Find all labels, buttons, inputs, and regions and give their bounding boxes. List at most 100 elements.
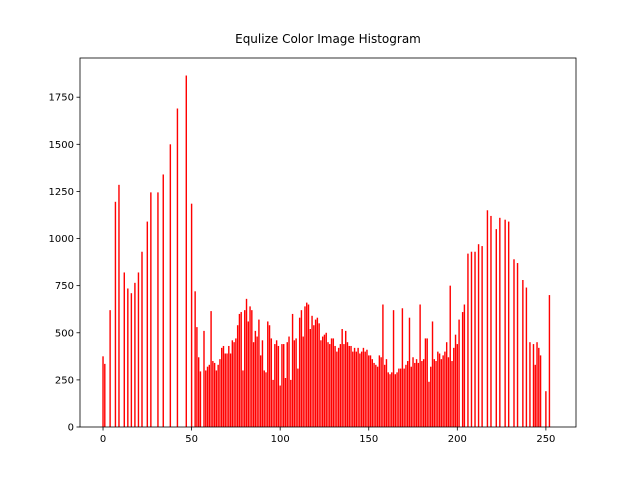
bar (458, 319, 460, 427)
bar (228, 345, 230, 427)
bar (314, 319, 317, 427)
bar (516, 263, 519, 427)
x-tick-label: 150 (359, 434, 378, 445)
bar (380, 357, 382, 427)
bar (440, 359, 443, 427)
bar (212, 361, 214, 427)
bar (525, 287, 528, 427)
y-tick-label: 1750 (49, 93, 74, 104)
bar (286, 342, 288, 427)
bar (378, 355, 381, 427)
bar (449, 285, 451, 427)
bar (360, 351, 363, 427)
bar (251, 310, 253, 427)
bar (302, 336, 304, 427)
bar (357, 347, 359, 427)
x-tick-label: 100 (271, 434, 290, 445)
bar (451, 361, 453, 427)
bar (410, 366, 412, 427)
bar (399, 368, 402, 427)
bar (284, 378, 287, 427)
bar (238, 313, 241, 427)
bar (383, 364, 386, 427)
bar (300, 310, 303, 427)
bar (382, 304, 384, 427)
bar (283, 344, 285, 427)
bar (337, 347, 340, 427)
bar (403, 368, 405, 427)
bar (405, 364, 407, 427)
bar (242, 370, 244, 427)
bar (355, 351, 358, 427)
bar (385, 359, 388, 427)
bar (134, 282, 136, 427)
bar (316, 317, 319, 427)
y-tick-label: 1000 (49, 234, 74, 245)
bar (375, 364, 377, 427)
bar (247, 321, 249, 427)
x-tick-label: 50 (185, 434, 198, 445)
bar (371, 359, 373, 427)
x-tick-label: 200 (448, 434, 467, 445)
y-tick-label: 500 (55, 328, 74, 339)
bar (146, 221, 149, 427)
bar (348, 345, 350, 427)
bar (224, 353, 226, 427)
bar (538, 347, 540, 427)
bar (130, 293, 133, 427)
bar (252, 342, 255, 427)
bar (169, 144, 172, 427)
bar (208, 364, 211, 427)
bar (137, 272, 140, 427)
bar (453, 347, 455, 427)
bar (534, 364, 536, 427)
bar (428, 381, 430, 427)
bar (127, 288, 129, 427)
x-tick-label: 0 (100, 434, 106, 445)
bar (504, 219, 506, 427)
bar (461, 312, 464, 427)
bar (332, 338, 335, 427)
bar (176, 108, 179, 427)
bar (104, 363, 106, 427)
bar (490, 215, 492, 427)
bar (295, 338, 297, 427)
bar (304, 306, 306, 427)
bar (245, 298, 248, 427)
bar (265, 372, 267, 427)
bar (114, 201, 117, 427)
bar (226, 353, 228, 427)
bar (368, 355, 370, 427)
bar (350, 345, 352, 427)
bar (199, 371, 202, 427)
bar (270, 338, 273, 427)
bar (376, 366, 379, 427)
bar (394, 374, 397, 427)
bar (233, 342, 235, 427)
bar (431, 321, 434, 427)
bar (275, 340, 278, 427)
bar (123, 272, 125, 427)
bar (499, 217, 501, 427)
bar (150, 192, 152, 427)
bar (522, 280, 524, 427)
bar (327, 342, 329, 427)
bar (194, 291, 196, 427)
bar (259, 355, 262, 427)
bar (256, 336, 258, 427)
bar (258, 319, 260, 427)
bar (422, 359, 425, 427)
bar (329, 344, 331, 427)
bar (231, 340, 234, 427)
bar (254, 330, 257, 427)
bar (215, 370, 218, 427)
bar (162, 174, 164, 427)
bar (408, 317, 411, 427)
bar (392, 310, 395, 427)
bar (495, 229, 497, 427)
bar (313, 325, 315, 427)
bar (359, 353, 361, 427)
bar (529, 342, 531, 427)
bar (353, 347, 356, 427)
